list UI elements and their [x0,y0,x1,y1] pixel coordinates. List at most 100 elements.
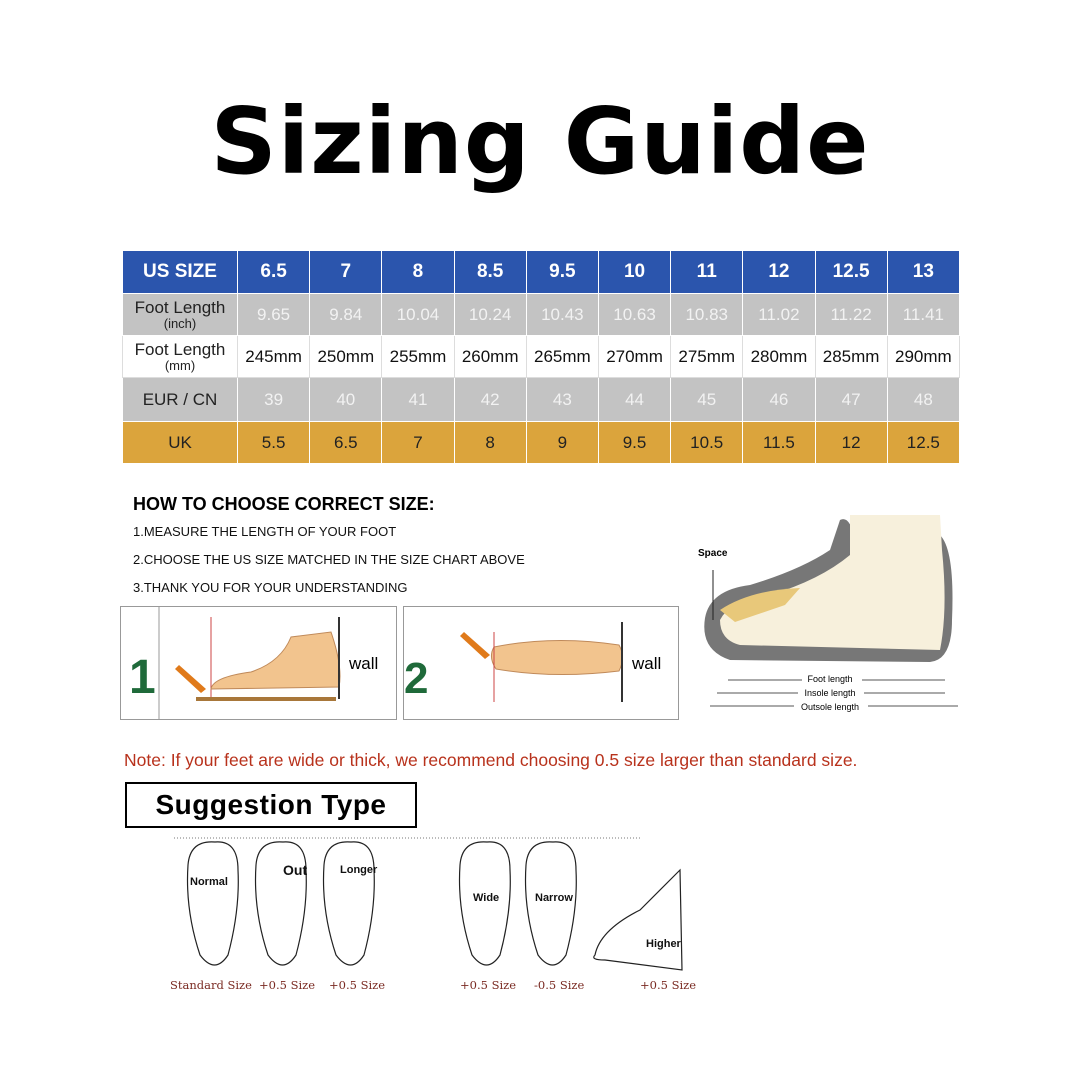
row-label: Foot Length (mm) [122,335,238,378]
table-cell: 42 [453,377,527,422]
table-cell: 9.84 [309,293,383,336]
table-cell: 5.5 [236,421,311,464]
table-cell: 10.5 [670,421,744,464]
table-cell: 6.5 [309,421,383,464]
size-suggestion: +0.5 Size [329,978,386,992]
table-row: Foot Length (inch) 9.65 9.84 10.04 10.24 10.43… [122,293,961,336]
row-label-text: Foot Length [134,340,226,359]
row-label: UK [122,421,238,464]
row-label-unit: (inch) [163,316,197,331]
table-row: EUR / CN 39 40 41 42 43 44 45 46 47 48 [122,377,961,422]
foot-measure-illustration: 1 wall [129,607,378,719]
table-cell: 8.5 [453,250,527,294]
instruction-step: 2.CHOOSE THE US SIZE MATCHED IN THE SIZE… [133,552,525,567]
row-label: Foot Length (inch) [122,293,238,336]
table-cell: 43 [525,377,599,422]
table-cell: 40 [309,377,383,422]
page-title: Sizing Guide [210,88,870,195]
row-label-text: Foot Length [134,298,226,317]
table-cell: 12.5 [886,421,961,464]
table-cell: 10.24 [453,293,527,336]
table-cell: 260mm [453,335,527,378]
table-cell: 44 [597,377,672,422]
measure-panel-2: 2 wall [403,606,679,720]
foot-type-label: Out [283,862,308,878]
instruction-step: 1.MEASURE THE LENGTH OF YOUR FOOT [133,524,397,539]
sizing-note: Note: If your feet are wide or thick, we… [124,750,858,770]
table-cell: 47 [814,377,888,422]
table-cell: 8 [453,421,527,464]
outsole-length-label: Outsole length [801,702,859,712]
table-cell: 9.65 [236,293,311,336]
size-suggestion: +0.5 Size [460,978,517,992]
row-label-unit: (mm) [164,358,196,373]
table-cell: 10.43 [525,293,599,336]
shoe-length-diagram: Space Foot length Insole length Outsole … [698,515,958,712]
foot-types-illustration [174,837,683,971]
foot-type-label: Longer [340,864,378,876]
table-cell: 9.5 [525,250,599,294]
suggestion-heading: Suggestion Type [125,782,417,828]
foot-type-label: Wide [473,892,500,904]
row-label: EUR / CN [122,377,238,422]
table-cell: 250mm [309,335,383,378]
table-cell: 45 [670,377,744,422]
table-row: US SIZE 6.5 7 8 8.5 9.5 10 11 12 12.5 13 [122,250,961,294]
table-cell: 285mm [814,335,888,378]
size-chart-table: US SIZE 6.5 7 8 8.5 9.5 10 11 12 12.5 13 Foot Lengt… [122,250,961,464]
size-suggestion: +0.5 Size [640,978,697,992]
table-cell: 12 [742,250,816,294]
table-cell: 7 [309,250,383,294]
table-cell: 10.63 [597,293,672,336]
instructions-heading: HOW TO CHOOSE CORRECT SIZE: [133,494,435,514]
table-cell: 9 [525,421,599,464]
table-cell: 11 [670,250,744,294]
foot-length-label: Foot length [807,674,852,684]
table-cell: 9.5 [597,421,672,464]
row-label-text: UK [168,432,192,452]
table-cell: 6.5 [236,250,311,294]
table-cell: 41 [381,377,455,422]
space-label: Space [698,548,728,559]
table-cell: 10 [597,250,672,294]
table-cell: 12.5 [814,250,888,294]
size-suggestion: Standard Size [170,978,252,992]
table-cell: 11.02 [742,293,816,336]
table-cell: 7 [381,421,455,464]
table-cell: 255mm [381,335,455,378]
wall-label: wall [348,654,378,673]
instruction-step: 3.THANK YOU FOR YOUR UNDERSTANDING [133,580,408,595]
table-row: Foot Length (mm) 245mm 250mm 255mm 260mm 265mm… [122,335,961,378]
table-cell: 10.83 [670,293,744,336]
table-cell: 12 [814,421,888,464]
table-cell: 13 [886,250,961,294]
foot-type-label: Narrow [535,892,573,904]
table-row: UK 5.5 6.5 7 8 9 9.5 10.5 11.5 12 12.5 [122,421,961,464]
step-number-2: 2 [404,654,428,703]
table-cell: 11.5 [742,421,816,464]
table-cell: 10.04 [381,293,455,336]
row-label-text: US SIZE [143,261,217,282]
table-cell: 8 [381,250,455,294]
table-cell: 46 [742,377,816,422]
wall-label: wall [631,654,661,673]
table-cell: 11.22 [814,293,888,336]
measure-panel-1: 1 wall [120,606,397,720]
table-cell: 39 [236,377,311,422]
insole-length-label: Insole length [804,688,855,698]
foot-type-label: Higher [646,938,681,950]
table-cell: 11.41 [886,293,961,336]
row-label: US SIZE [122,250,238,294]
table-cell: 48 [886,377,961,422]
table-cell: 275mm [670,335,744,378]
foot-top-illustration: 2 wall [404,622,661,703]
foot-type-label: Normal [190,876,228,888]
table-cell: 245mm [236,335,311,378]
size-suggestion: -0.5 Size [534,978,585,992]
step-number-1: 1 [129,651,156,704]
table-cell: 270mm [597,335,672,378]
table-cell: 290mm [886,335,961,378]
size-suggestion: +0.5 Size [259,978,316,992]
table-cell: 280mm [742,335,816,378]
table-cell: 265mm [525,335,599,378]
